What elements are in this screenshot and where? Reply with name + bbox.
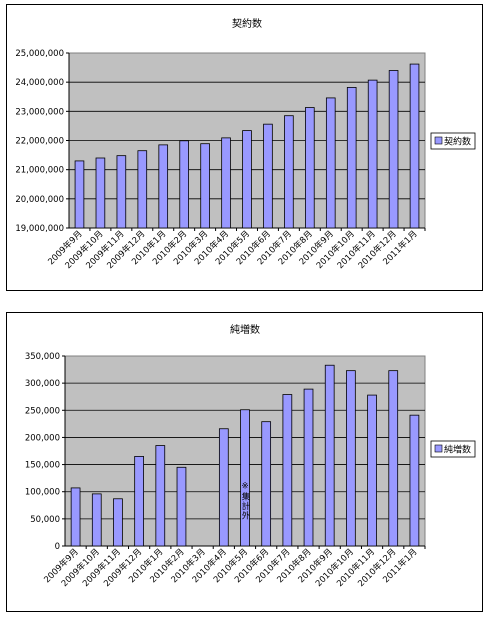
bar <box>367 79 378 229</box>
bar <box>137 150 148 229</box>
bar <box>95 157 106 229</box>
bar <box>91 493 102 547</box>
bar <box>324 364 335 547</box>
bar <box>388 70 399 229</box>
bar <box>200 143 210 229</box>
bar <box>155 445 166 547</box>
y-tick-label: 19,000,000 <box>15 224 64 234</box>
annotation-note: ※集計外 <box>240 481 250 521</box>
bar <box>409 63 420 229</box>
bar <box>303 388 314 547</box>
y-tick-label: 25,000,000 <box>15 49 64 59</box>
y-tick-label: 23,000,000 <box>15 107 64 117</box>
bar <box>284 115 294 229</box>
y-tick-label: 200,000 <box>25 433 60 443</box>
bar <box>305 107 315 229</box>
bar <box>242 130 252 229</box>
y-tick-label: 150,000 <box>25 461 60 471</box>
y-tick-label: 24,000,000 <box>15 78 64 88</box>
legend-swatch <box>434 136 443 145</box>
y-tick-label: 300,000 <box>25 379 60 389</box>
chart-title: 契約数 <box>232 17 262 30</box>
y-tick-label: 22,000,000 <box>15 137 64 147</box>
bar <box>409 414 420 547</box>
bar <box>325 97 336 229</box>
bar <box>176 466 187 547</box>
bar <box>282 394 293 547</box>
bar <box>367 394 377 547</box>
contracts-chart: 契約数 19,000,000 20,000,000 21,000,000 22,000,… <box>15 17 476 271</box>
bar <box>74 160 85 229</box>
y-tick-label: 0 <box>55 542 60 552</box>
net-increase-chart: 純増数 0 50,000 100,000 150,000 200,000 250,000 30… <box>25 323 476 589</box>
bar <box>116 155 127 229</box>
bar <box>388 370 399 547</box>
y-tick-label: 21,000,000 <box>15 166 64 176</box>
bar <box>346 370 356 547</box>
contracts-chart-frame: 契約数 19,000,000 20,000,000 21,000,000 22,000,… <box>6 4 483 291</box>
bar <box>218 428 229 547</box>
bar <box>346 87 357 229</box>
bar <box>263 123 273 229</box>
legend-label: 契約数 <box>444 136 471 148</box>
y-tick-label: 350,000 <box>25 352 60 362</box>
bar <box>179 140 189 229</box>
legend-swatch <box>434 444 443 453</box>
bar <box>113 498 123 547</box>
bar <box>240 409 250 547</box>
y-tick-label: 20,000,000 <box>15 195 64 205</box>
y-tick-label: 100,000 <box>25 488 60 498</box>
bar <box>261 421 272 547</box>
y-tick-label: 250,000 <box>25 406 60 416</box>
bar <box>221 137 231 229</box>
bar <box>158 144 169 229</box>
y-tick-label: 50,000 <box>30 515 60 525</box>
bar <box>70 487 81 547</box>
net-increase-chart-frame: 純増数 0 50,000 100,000 150,000 200,000 250,000 30… <box>6 312 483 612</box>
chart-title: 純増数 <box>230 323 260 336</box>
legend-label: 純増数 <box>444 444 471 456</box>
bar <box>134 456 144 547</box>
